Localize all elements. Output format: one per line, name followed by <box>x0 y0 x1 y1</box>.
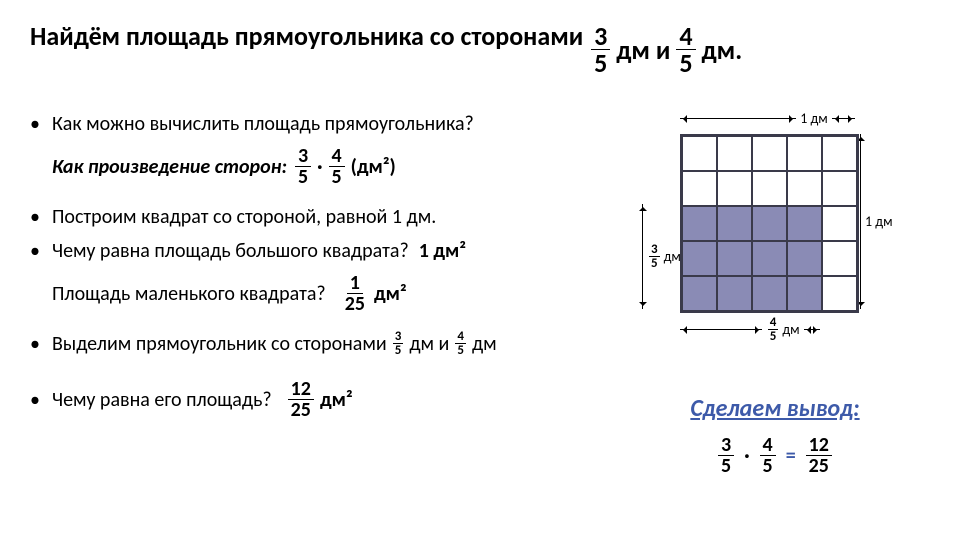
grid-cell <box>787 241 822 276</box>
page-title: Найдём площадь прямоугольника со сторона… <box>30 20 930 76</box>
dim-left: 35 дм <box>642 204 678 309</box>
grid-cell <box>752 276 787 311</box>
frac-3-5: 35 <box>591 23 610 76</box>
grid-cell <box>717 206 752 241</box>
grid-cell <box>752 241 787 276</box>
grid-cell <box>822 276 857 311</box>
bullet-q2: • Построим квадрат со стороной, равной 1… <box>30 205 610 229</box>
grid-cell <box>752 171 787 206</box>
grid-cell <box>787 136 822 171</box>
grid-cell <box>717 136 752 171</box>
grid-cell <box>752 206 787 241</box>
q4-text: Площадь маленького квадрата? <box>52 282 326 306</box>
dim-right: 1 дм <box>860 134 900 309</box>
grid-cell <box>682 206 717 241</box>
right-column: 1 дм 1 дм 35 дм 45 дм <box>610 104 930 476</box>
q4-unit: дм² <box>374 282 407 306</box>
bullet-icon: • <box>30 390 52 410</box>
left-column: • Как можно вычислить площадь прямоуголь… <box>30 104 610 476</box>
bullet-icon: • <box>30 114 52 134</box>
grid-cell <box>787 171 822 206</box>
grid-cell <box>682 276 717 311</box>
bullet-q1: • Как можно вычислить площадь прямоуголь… <box>30 112 610 136</box>
grid-diagram: 1 дм 1 дм 35 дм 45 дм <box>620 104 900 364</box>
title-suffix: дм. <box>702 34 743 66</box>
grid-cell <box>752 136 787 171</box>
dim-bottom: 45 дм <box>680 316 820 343</box>
grid-cell <box>787 206 822 241</box>
q6-unit: дм² <box>320 388 353 412</box>
q3-text: Чему равна площадь большого квадрата? <box>52 239 409 263</box>
bullet-icon: • <box>30 207 52 227</box>
title-mid: дм и <box>616 34 670 66</box>
bullet-icon: • <box>30 241 52 261</box>
a1-unit: (дм²) <box>351 155 396 179</box>
a1-row: Как произведение сторон: 35 · 45 (дм²) <box>30 146 610 187</box>
bullet-icon: • <box>30 334 52 354</box>
q3-ans: 1 дм² <box>419 239 466 263</box>
q5-suffix: дм <box>472 332 497 356</box>
frac-4-5: 45 <box>676 23 695 76</box>
grid-cell <box>822 136 857 171</box>
q5-prefix: Выделим прямоугольник со сторонами <box>52 332 387 356</box>
conclusion-equation: 35 · 45 = 1225 <box>620 435 930 476</box>
bullet-q6: • Чему равна его площадь? 1225 дм² <box>30 379 610 420</box>
grid-cell <box>717 276 752 311</box>
a1-label: Как произведение сторон: <box>52 155 287 179</box>
bullet-q3: • Чему равна площадь большого квадрата? … <box>30 239 610 263</box>
grid-cell <box>822 171 857 206</box>
square-grid <box>680 134 859 313</box>
grid-cell <box>682 171 717 206</box>
q1-text: Как можно вычислить площадь прямоугольни… <box>52 112 474 136</box>
q5-mid: дм и <box>409 332 449 356</box>
grid-cell <box>787 276 822 311</box>
grid-cell <box>682 136 717 171</box>
q4-row: Площадь маленького квадрата? 125 дм² <box>30 273 610 314</box>
grid-cell <box>717 171 752 206</box>
title-prefix: Найдём площадь прямоугольника со сторона… <box>30 20 583 52</box>
conclusion-heading: Сделаем вывод: <box>620 394 930 423</box>
q2-text: Построим квадрат со стороной, равной 1 д… <box>52 205 436 229</box>
bullet-q5: • Выделим прямоугольник со сторонами 35 … <box>30 330 610 357</box>
dim-top: 1 дм <box>680 110 855 127</box>
grid-cell <box>822 206 857 241</box>
grid-cell <box>717 241 752 276</box>
grid-cell <box>682 241 717 276</box>
q6-text: Чему равна его площадь? <box>52 388 272 412</box>
grid-cell <box>822 241 857 276</box>
